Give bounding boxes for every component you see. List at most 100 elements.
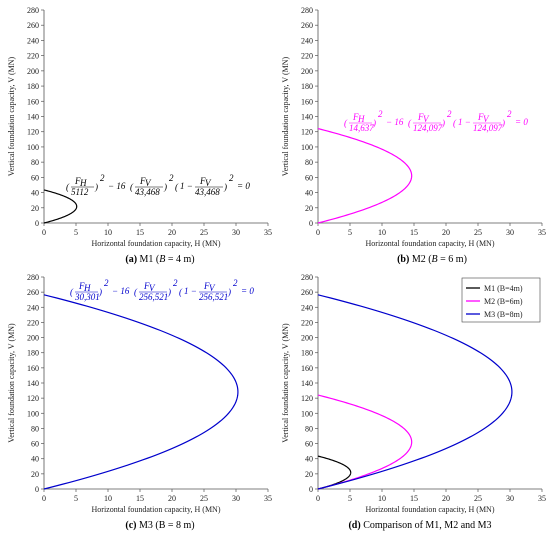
equation-text: ) [167,287,171,297]
equation-text: ) [163,182,167,192]
equation-text: ) [441,118,445,128]
y-tick-label: 100 [301,143,313,152]
y-tick-label: 220 [301,318,313,327]
x-tick-label: 20 [168,228,176,237]
x-tick-label: 25 [200,494,208,503]
y-tick-label: 260 [301,21,313,30]
legend-label-m3: M3 (B=8m) [484,310,523,319]
series-line-m2 [317,128,413,224]
y-tick-label: 120 [27,394,39,403]
y-tick-label: 40 [305,455,313,464]
x-tick-label: 35 [264,494,272,503]
equation-text: 2 [507,109,512,119]
x-tick-label: 30 [232,228,240,237]
equation-text: − 16 [108,181,126,191]
equation-text: F [199,176,206,186]
y-tick-label: 260 [27,288,39,297]
panel-a: 0 5 10 15 20 25 30 35 0 20 40 60 80 100 120 140 160 180 20… [7,6,272,248]
equation-text: 2 [378,109,383,119]
equation-text: ) [227,287,231,297]
equation-text: 1 − [458,117,471,127]
x-tick-label: 10 [378,228,386,237]
y-tick-label: 240 [27,303,39,312]
y-tick-label: 100 [301,409,313,418]
series-line-m3 [43,294,239,490]
legend-label-m2: M2 (B=6m) [484,297,523,306]
y-tick-label: 100 [27,409,39,418]
equation-text: ( [175,182,179,192]
legend-box [461,277,541,323]
x-tick-label: 30 [506,228,514,237]
equation-text: V [205,178,212,188]
legend: M1 (B=4m) M2 (B=6m) M3 (B=8m) [461,277,541,323]
equation-text: = 0 [515,117,528,127]
y-tick-label: 180 [27,82,39,91]
y-tick-label: 80 [31,424,39,433]
equation-text: 2 [104,278,109,288]
y-tick-label: 280 [301,6,313,15]
equation-text: 43,468 [195,187,220,197]
y-tick-label: 100 [27,143,39,152]
x-tick-label: 15 [136,494,144,503]
equation-text: 2 [447,109,452,119]
equation-text: ) [98,287,102,297]
x-tick-label: 35 [264,228,272,237]
equation-text: F [477,112,484,122]
y-tick-label: 160 [27,364,39,373]
caption-a: (a) M1 (B = 4 m) [125,254,194,265]
equation-text: F [203,281,210,291]
equation-text: 2 [233,278,238,288]
y-tick-label: 20 [305,204,313,213]
y-axis-title: Vertical foundation capacity, V (MN) [7,56,16,176]
equation-text: F [139,176,146,186]
equation-text: ( [66,182,70,192]
x-tick-label: 35 [538,494,546,503]
series-line-m3 [317,294,513,490]
panel-d: 0 5 10 15 20 25 30 35 0 20 40 60 80 100 120 140 160 180 20… [281,273,546,514]
y-tick-label: 140 [27,113,39,122]
panel-c: 0 5 10 15 20 25 30 35 0 20 40 60 80 100 120 140 160 180 20… [7,273,272,514]
y-tick-label: 160 [27,97,39,106]
y-tick-label: 60 [305,440,313,449]
equation-text: ) [501,118,505,128]
x-tick-label: 20 [442,228,450,237]
x-tick-label: 30 [232,494,240,503]
y-tick-label: 220 [27,318,39,327]
y-tick-label: 180 [27,349,39,358]
x-tick-label: 0 [316,494,320,503]
y-tick-label: 200 [301,334,313,343]
panel-b: 0 5 10 15 20 25 30 35 0 20 40 60 80 100 120 140 160 180 20… [281,6,546,248]
equation-text: ( [134,287,138,297]
equation-text: 1 − [180,181,193,191]
equation-text: H [357,114,365,124]
equation-text: V [209,283,216,293]
equation-text: 5112 [71,187,89,197]
caption-d: (d) Comparison of M1, M2 and M3 [348,520,491,531]
y-tick-label: 260 [27,21,39,30]
y-tick-label: 200 [27,67,39,76]
x-tick-label: 15 [136,228,144,237]
equation-text: ) [94,182,98,192]
y-tick-label: 80 [305,158,313,167]
caption-b: (b) M2 (B = 6 m) [397,254,467,265]
y-tick-label: 280 [27,273,39,282]
y-tick-label: 80 [305,424,313,433]
y-tick-label: 20 [305,470,313,479]
x-tick-label: 0 [42,494,46,503]
equation-text: V [483,114,490,124]
caption-c: (c) M3 (B = 8 m) [125,520,194,531]
equation-text: ) [372,118,376,128]
equation-text: ) [223,182,227,192]
equation-text: 2 [100,173,105,183]
y-tick-label: 40 [31,455,39,464]
equation-text: F [143,281,150,291]
equation-text: ( [408,118,412,128]
y-tick-label: 60 [305,173,313,182]
y-tick-label: 120 [301,128,313,137]
x-axis-title: Horizontal foundation capacity, H (MN) [92,239,221,248]
y-tick-label: 40 [31,189,39,198]
equation-text: 124,097 [413,123,443,133]
y-tick-label: 0 [309,485,313,494]
equation-text: 256,521 [199,292,228,302]
